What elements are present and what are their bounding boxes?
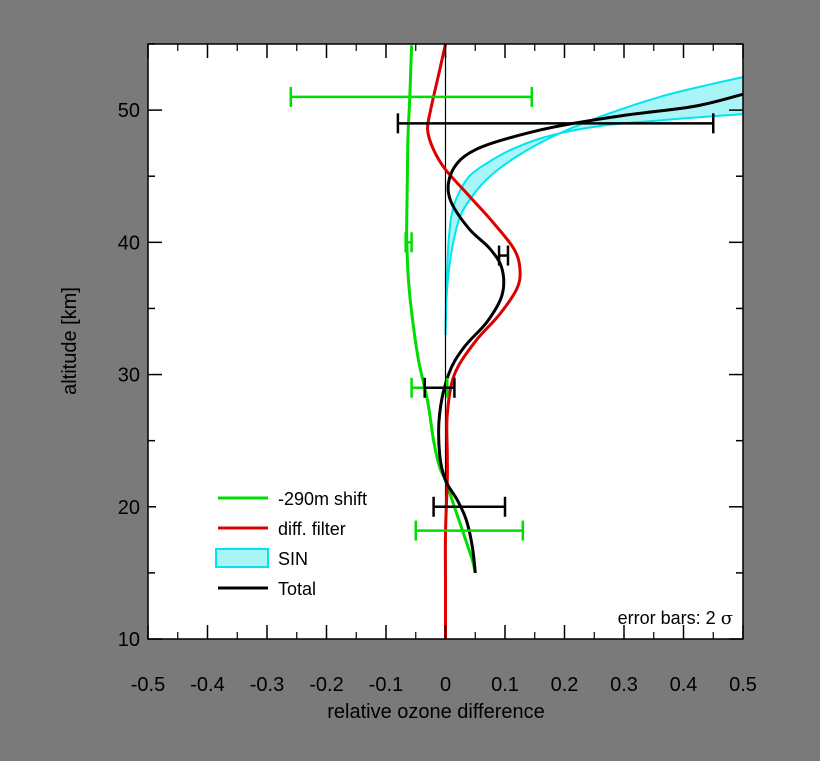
error-bar-layer (289, 86, 715, 541)
error-bar-total-1 (497, 245, 510, 266)
x-tick-label: -0.2 (309, 674, 343, 696)
legend-entries: -290m shift diff. filter SIN Total (215, 489, 367, 599)
error-bars-note: error bars: 2 σ (618, 608, 733, 629)
x-tick-label: 0.3 (610, 674, 638, 696)
error-bar-total-2 (423, 377, 456, 398)
y-tick-label: 10 (118, 629, 140, 651)
error-bar-total-3 (432, 496, 507, 517)
error-bar-total-0 (396, 113, 715, 134)
legend-label-sin: SIN (278, 549, 308, 569)
legend-background (156, 472, 217, 614)
x-tick-label: 0.1 (491, 674, 519, 696)
x-tick-label: 0 (440, 674, 451, 696)
x-tick-label: -0.3 (250, 674, 284, 696)
legend: -290m shift diff. filter SIN Total (156, 472, 367, 614)
legend-swatch-sin (215, 548, 269, 568)
x-axis-title: relative ozone difference (327, 701, 545, 723)
legend-label-diff-filter: diff. filter (278, 519, 346, 539)
x-tick-label: 0.4 (670, 674, 698, 696)
y-axis-title: altitude [km] (59, 287, 81, 395)
tick-layer: -0.5 -0.4 -0.3 -0.2 -0.1 0 0.1 0.2 0.3 0.4 0.5 10 20… (118, 43, 757, 696)
series-line-diff-filter (426, 43, 522, 640)
sigma-symbol: σ (721, 608, 733, 629)
x-tick-label: -0.5 (131, 674, 165, 696)
error-bar-290m-shift-0 (289, 86, 534, 107)
x-tick-label: -0.4 (190, 674, 224, 696)
error-bar-290m-shift-3 (414, 520, 525, 541)
series-line-290m-shift (405, 45, 477, 574)
y-tick-label: 30 (118, 365, 140, 387)
x-tick-label: 0.5 (729, 674, 757, 696)
y-tick-label: 20 (118, 497, 140, 519)
series-layer (405, 43, 744, 640)
series-line-total (437, 92, 744, 574)
x-tick-label: -0.1 (369, 674, 403, 696)
error-bars-note-text: error bars: 2 (618, 608, 721, 628)
sin-band-upper-edge (444, 76, 744, 335)
sin-band-lower-edge (444, 113, 744, 335)
y-tick-label: 50 (118, 100, 140, 122)
x-tick-label: 0.2 (551, 674, 579, 696)
legend-label-total: Total (278, 579, 316, 599)
y-tick-label: 40 (118, 232, 140, 254)
error-bar-290m-shift-1 (404, 232, 413, 253)
legend-label-290m-shift: -290m shift (278, 489, 367, 509)
